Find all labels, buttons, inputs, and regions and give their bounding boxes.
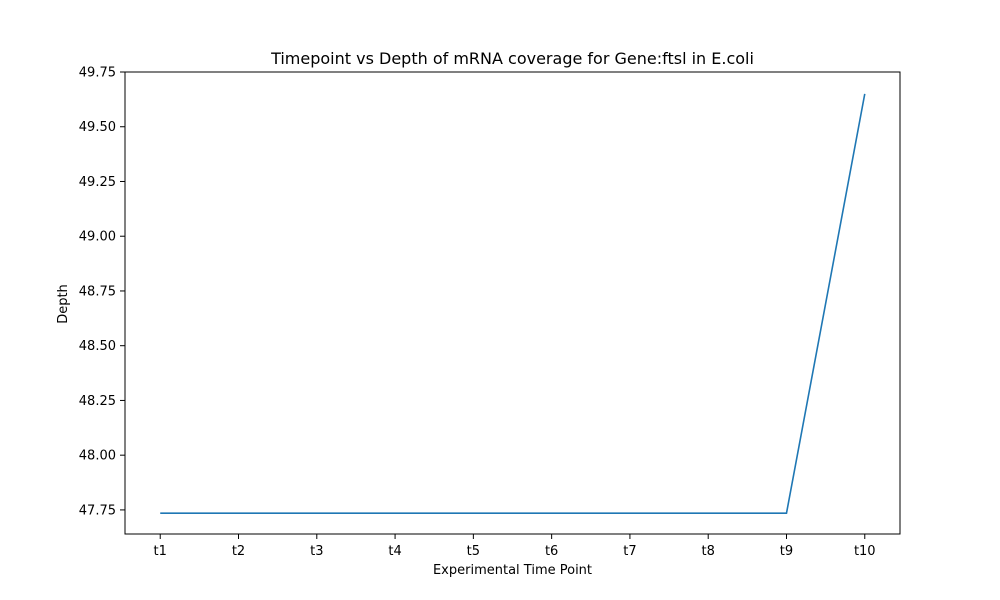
x-tick-label: t3	[310, 544, 323, 559]
x-tick-label: t6	[545, 544, 558, 559]
x-axis: t1 t2 t3 t4 t5 t6 t7 t8 t9 t10	[154, 534, 876, 559]
x-tick-label: t5	[467, 544, 480, 559]
x-tick-label: t10	[854, 544, 876, 559]
y-tick-label: 48.75	[79, 284, 116, 299]
x-tick-label: t8	[702, 544, 715, 559]
y-tick-label: 48.00	[79, 449, 116, 464]
x-tick-label: t2	[232, 544, 245, 559]
y-tick-label: 49.50	[79, 120, 116, 135]
chart-title: Timepoint vs Depth of mRNA coverage for …	[270, 49, 754, 68]
y-tick-label: 48.50	[79, 339, 116, 354]
plot-area	[124, 71, 901, 535]
y-tick-label: 49.75	[79, 66, 116, 81]
x-tick-label: t1	[154, 544, 167, 559]
y-axis: 47.75 48.00 48.25 48.50 48.75 49.00 49.25 49.50…	[79, 66, 125, 518]
y-tick-label: 49.25	[79, 175, 116, 190]
x-tick-label: t7	[623, 544, 636, 559]
y-axis-label: Depth	[56, 284, 71, 324]
x-axis-label: Experimental Time Point	[433, 563, 592, 578]
x-tick-label: t4	[388, 544, 401, 559]
y-tick-label: 49.00	[79, 230, 116, 245]
y-tick-label: 48.25	[79, 394, 116, 409]
plot-frame	[124, 71, 901, 535]
x-tick-label: t9	[780, 544, 793, 559]
series-line	[160, 93, 866, 515]
y-tick-label: 47.75	[79, 503, 116, 518]
